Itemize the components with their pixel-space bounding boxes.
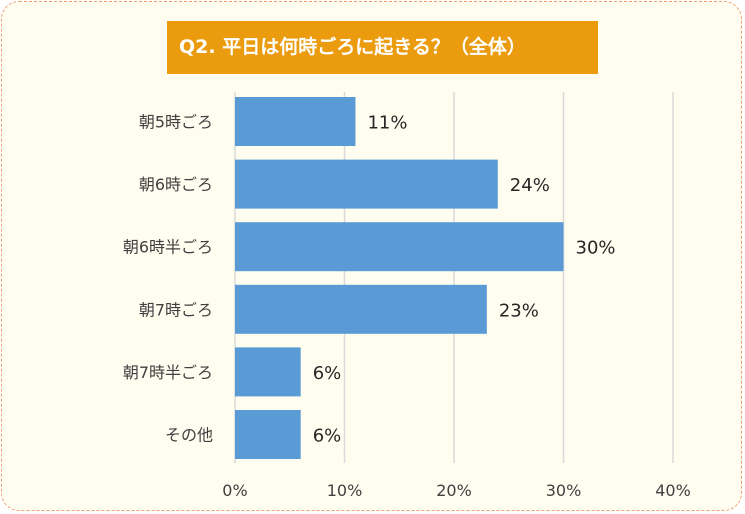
x-tick-label: 0%: [222, 481, 247, 500]
value-label: 23%: [499, 300, 539, 321]
x-tick-label: 30%: [546, 481, 582, 500]
x-tick-label: 40%: [655, 481, 691, 500]
value-label: 30%: [576, 238, 616, 259]
value-label: 24%: [510, 175, 550, 196]
category-label: 朝7時ごろ: [139, 300, 213, 319]
category-label: 朝5時ごろ: [139, 113, 213, 132]
value-label: 11%: [367, 113, 407, 134]
bar-2: [235, 159, 498, 209]
bar-4: [235, 284, 487, 334]
x-axis-tick-labels: 0% 10% 20% 30% 40%: [222, 481, 690, 500]
value-labels: 11% 24% 30% 23% 6% 6%: [313, 113, 616, 447]
bar-5: [235, 347, 301, 397]
category-label: その他: [165, 426, 213, 445]
x-tick-label: 20%: [436, 481, 472, 500]
bar-6: [235, 410, 301, 459]
value-label: 6%: [313, 426, 342, 447]
category-label: 朝6時ごろ: [139, 175, 213, 194]
gridlines: [234, 92, 674, 463]
category-label: 朝7時半ごろ: [123, 363, 213, 382]
bars: [235, 97, 564, 459]
chart-title: Q2. 平日は何時ごろに起きる？（全体）: [167, 21, 598, 74]
bar-1: [235, 97, 356, 146]
bar-3: [235, 222, 564, 272]
value-label: 6%: [313, 363, 342, 384]
x-tick-label: 10%: [327, 481, 363, 500]
category-label: 朝6時半ごろ: [123, 238, 213, 257]
